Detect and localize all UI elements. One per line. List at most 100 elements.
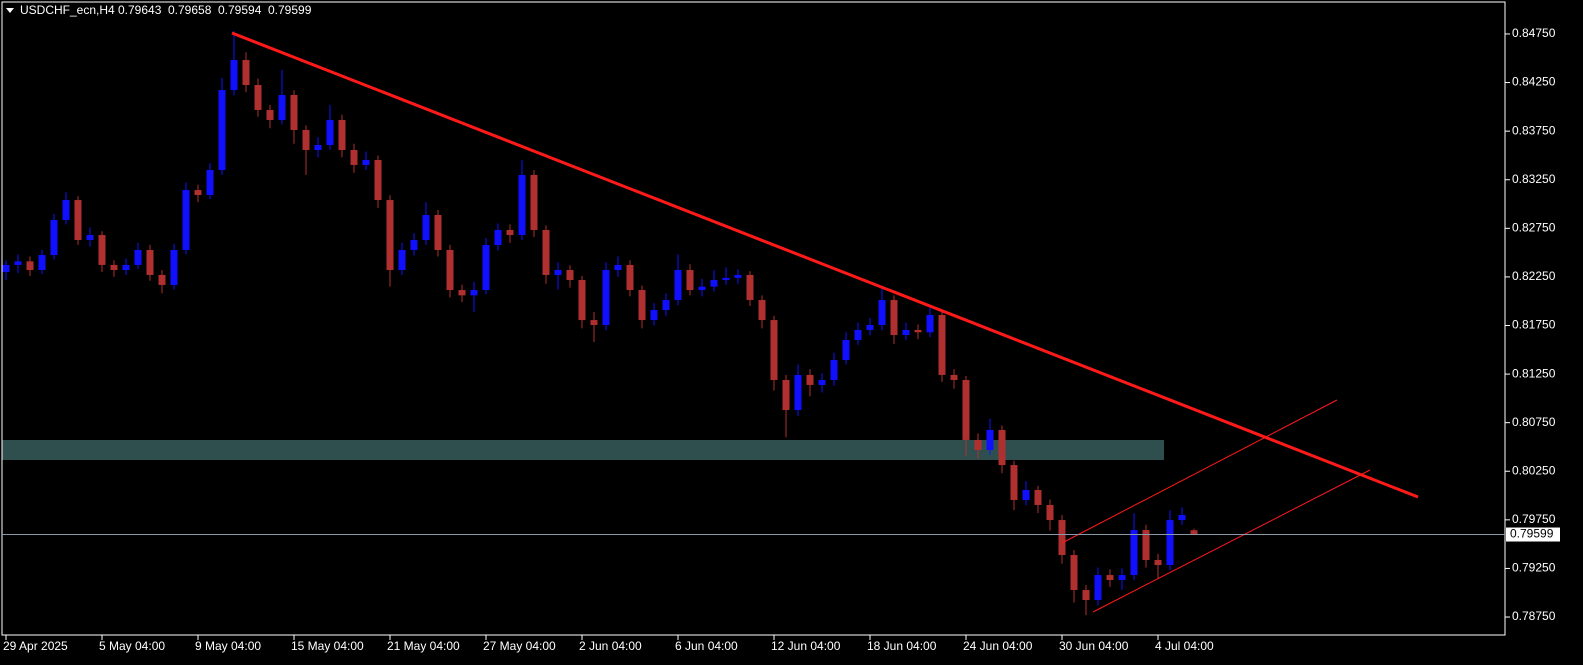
y-tick-label: 0.84250 — [1512, 75, 1556, 89]
candle-body — [374, 160, 382, 201]
candle-body — [242, 60, 250, 85]
y-tick-label: 0.78750 — [1512, 609, 1556, 623]
candle-body — [98, 235, 106, 265]
candle-body — [50, 219, 58, 256]
x-tick-label: 15 May 04:00 — [291, 639, 364, 653]
x-tick-label: 30 Jun 04:00 — [1059, 639, 1129, 653]
menu-arrow[interactable] — [6, 8, 14, 13]
candle-body — [278, 94, 286, 120]
candle-body — [410, 239, 418, 250]
candle-body — [386, 200, 394, 271]
price-label: 0.79599 — [1510, 527, 1554, 541]
candle-body — [590, 320, 598, 326]
candle-body — [218, 90, 226, 171]
candle-body — [614, 264, 622, 271]
candle-body — [950, 374, 958, 381]
candle-body — [542, 229, 550, 275]
candle-body — [914, 329, 922, 333]
candle-body — [1190, 530, 1198, 535]
x-tick-label: 21 May 04:00 — [387, 639, 460, 653]
x-tick-label: 18 Jun 04:00 — [867, 639, 937, 653]
candle-body — [206, 170, 214, 195]
candle-body — [182, 190, 190, 250]
y-tick-label: 0.80250 — [1512, 463, 1556, 477]
candle-body — [506, 229, 514, 236]
y-tick-label: 0.82250 — [1512, 269, 1556, 283]
candle-body — [122, 264, 130, 271]
support-zone — [2, 440, 1164, 460]
candle-body — [1130, 530, 1138, 576]
y-tick-label: 0.84750 — [1512, 26, 1556, 40]
candle-body — [638, 290, 646, 321]
candle-body — [86, 235, 94, 240]
candle-body — [14, 261, 22, 265]
y-tick-label: 0.79750 — [1512, 512, 1556, 526]
y-tick-label: 0.80750 — [1512, 415, 1556, 429]
candle-body — [482, 245, 490, 291]
candle-body — [554, 270, 562, 275]
x-tick-label: 4 Jul 04:00 — [1155, 639, 1214, 653]
channel-line — [1092, 469, 1371, 613]
candle-body — [710, 280, 718, 287]
candle-body — [986, 429, 994, 450]
candle-body — [1154, 559, 1162, 566]
candle-body — [818, 380, 826, 385]
candle-body — [302, 129, 310, 150]
candle-body — [794, 374, 802, 411]
candle-body — [662, 300, 670, 311]
candle-body — [578, 280, 586, 321]
candle-body — [362, 160, 370, 165]
candle-body — [290, 94, 298, 130]
candle-body — [998, 429, 1006, 466]
candle-body — [782, 380, 790, 411]
symbol: USDCHF_ecn,H4 — [20, 3, 115, 17]
candle-body — [842, 339, 850, 360]
candle-body — [1166, 520, 1174, 566]
candle-body — [770, 320, 778, 381]
candle-body — [230, 60, 238, 91]
candle-body — [530, 174, 538, 230]
y-tick-label: 0.81750 — [1512, 318, 1556, 332]
candle-body — [518, 174, 526, 236]
price-label-box — [1506, 527, 1560, 542]
candle-body — [422, 215, 430, 240]
candle-body — [686, 270, 694, 291]
candle-body — [890, 300, 898, 336]
candle-body — [746, 274, 754, 301]
y-tick-label: 0.81250 — [1512, 366, 1556, 380]
candle-body — [146, 249, 154, 275]
candle-body — [1046, 504, 1054, 521]
candle-body — [314, 145, 322, 150]
x-tick-label: 27 May 04:00 — [483, 639, 556, 653]
candle-body — [326, 119, 334, 146]
channel-line — [1061, 399, 1338, 544]
open-value: 0.79643 — [118, 3, 162, 17]
candle-body — [878, 300, 886, 326]
candle-body — [1142, 530, 1150, 560]
candle-body — [974, 439, 982, 450]
candle-body — [650, 310, 658, 321]
close-value: 0.79599 — [268, 3, 312, 17]
candle-body — [1034, 490, 1042, 505]
candle-body — [926, 315, 934, 333]
candle-body — [1106, 575, 1114, 580]
x-tick-label: 24 Jun 04:00 — [963, 639, 1033, 653]
y-tick-label: 0.83250 — [1512, 172, 1556, 186]
candle-body — [338, 119, 346, 150]
candle-body — [902, 329, 910, 336]
candle-body — [134, 249, 142, 265]
candle-body — [1058, 520, 1066, 556]
candle-body — [458, 290, 466, 296]
candle-body — [158, 274, 166, 285]
candle-body — [674, 270, 682, 301]
candle-body — [698, 286, 706, 291]
frame — [1, 1, 1506, 636]
candle-body — [806, 374, 814, 385]
candle-body — [398, 249, 406, 271]
candle-body — [170, 249, 178, 285]
candle-body — [854, 329, 862, 340]
x-tick-label: 9 May 04:00 — [195, 639, 261, 653]
